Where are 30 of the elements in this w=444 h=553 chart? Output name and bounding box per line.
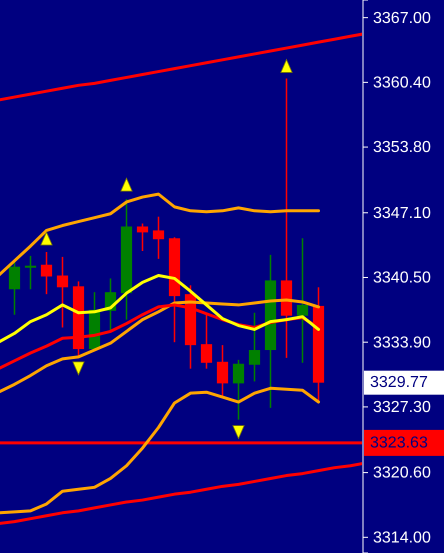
point — [40, 232, 52, 246]
y-tick-label: 3347.10 — [373, 204, 431, 222]
point — [120, 178, 132, 192]
y-tick-label: 3353.80 — [373, 139, 431, 156]
candlestick — [24, 255, 36, 290]
candlestick — [232, 359, 244, 420]
candlestick — [248, 312, 260, 382]
point — [232, 425, 244, 439]
y-tick-label: 3327.30 — [373, 399, 431, 416]
point — [72, 362, 84, 376]
candlestick — [136, 222, 148, 252]
text: 3329.77 — [370, 374, 428, 392]
candlestick — [56, 256, 68, 328]
line-series — [0, 386, 320, 514]
line-series — [0, 298, 320, 394]
y-tick-label: 3320.60 — [373, 464, 431, 482]
ref-line-label: 3323.63 — [370, 434, 428, 452]
y-tick-label: 3367.00 — [373, 10, 431, 27]
y-tick-label: 3314.00 — [373, 529, 431, 546]
y-tick-label: 3360.40 — [373, 74, 431, 92]
candlestick — [152, 216, 164, 260]
y-tick-label: 3340.50 — [373, 270, 431, 287]
y-tick-label: 3333.90 — [373, 334, 431, 352]
candlestick — [216, 344, 228, 398]
candlestick — [8, 259, 20, 316]
point — [280, 59, 292, 73]
candlestick — [296, 238, 308, 364]
line-series — [0, 192, 320, 278]
candlestick — [40, 251, 52, 295]
line-series — [0, 274, 320, 344]
